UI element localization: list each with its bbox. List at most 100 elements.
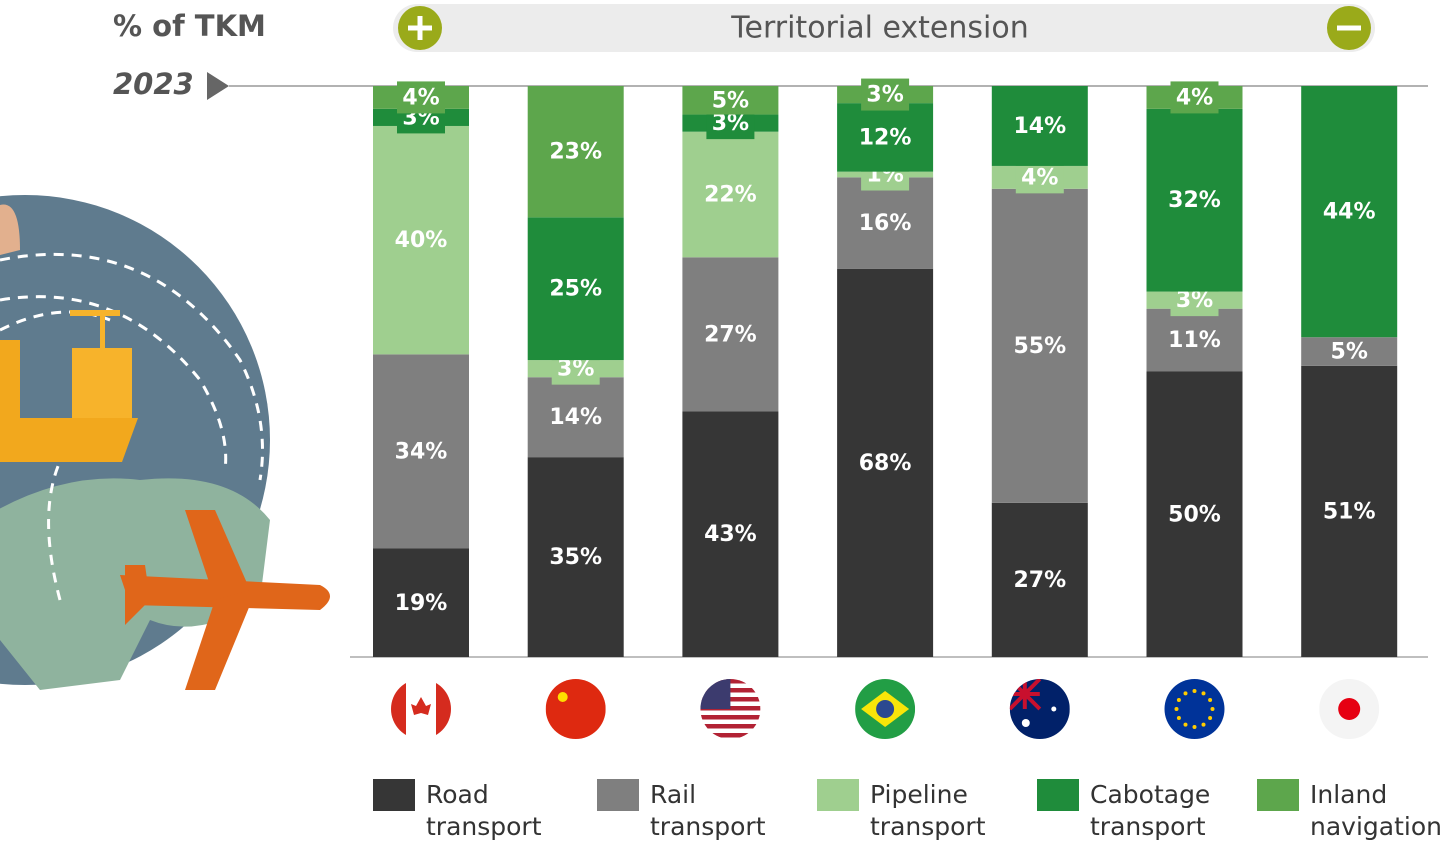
flag-part bbox=[1208, 698, 1213, 702]
value-label: 5% bbox=[712, 88, 749, 113]
bar-segment bbox=[991, 502, 1088, 657]
flag-part bbox=[700, 724, 761, 729]
country-flag bbox=[545, 679, 606, 739]
value-label: 3% bbox=[1176, 288, 1213, 313]
label-box bbox=[397, 81, 445, 114]
legend-label: Inland navigation bbox=[1310, 780, 1442, 841]
flag-part bbox=[1051, 706, 1057, 712]
flag-part bbox=[1192, 725, 1197, 729]
bar-segment bbox=[1301, 365, 1398, 657]
value-label: 25% bbox=[549, 277, 602, 302]
country-flag bbox=[391, 679, 451, 739]
value-label: 22% bbox=[704, 182, 757, 207]
flag-part bbox=[1208, 716, 1213, 720]
legend-label: Cabotage transport bbox=[1090, 780, 1211, 841]
bar-segment bbox=[837, 103, 934, 172]
value-label: 4% bbox=[1176, 85, 1213, 110]
flag-part bbox=[391, 679, 406, 739]
value-label: 14% bbox=[549, 405, 602, 430]
flag-part bbox=[1183, 722, 1188, 727]
bar-segment bbox=[1146, 308, 1243, 372]
bar-segment bbox=[837, 268, 934, 657]
bar-segment bbox=[1146, 371, 1243, 657]
flag-part bbox=[1201, 722, 1206, 727]
flag-part bbox=[1176, 716, 1181, 720]
country-flag bbox=[855, 679, 916, 739]
chart-title: % of TKM bbox=[113, 9, 266, 43]
flag-part bbox=[1192, 689, 1197, 693]
flag-part bbox=[545, 679, 606, 739]
flag-part bbox=[1174, 707, 1179, 711]
value-label: 55% bbox=[1013, 334, 1066, 359]
value-label: 4% bbox=[1021, 165, 1058, 190]
bar-segment bbox=[991, 188, 1088, 503]
value-label: 19% bbox=[395, 591, 448, 616]
flag-part bbox=[1176, 698, 1181, 702]
value-label: 40% bbox=[395, 228, 448, 253]
value-label: 23% bbox=[549, 140, 602, 165]
value-label: 11% bbox=[1168, 328, 1221, 353]
legend-swatch bbox=[1037, 779, 1079, 811]
value-label: 3% bbox=[712, 111, 749, 136]
value-label: 43% bbox=[704, 522, 757, 547]
legend-swatch bbox=[597, 779, 639, 811]
value-label: 32% bbox=[1168, 188, 1221, 213]
bar-segment bbox=[527, 86, 624, 218]
value-label: 34% bbox=[395, 439, 448, 464]
value-label: 16% bbox=[859, 211, 912, 236]
flag-part bbox=[700, 715, 761, 720]
value-label: 3% bbox=[866, 83, 903, 108]
bar-segment bbox=[527, 377, 624, 458]
flag-part bbox=[1009, 679, 1042, 711]
flag-part bbox=[1021, 719, 1030, 727]
bar-segment bbox=[1146, 108, 1243, 292]
flag-part bbox=[1210, 707, 1215, 711]
annotation: Territorial extension bbox=[730, 11, 1028, 46]
legend-swatch bbox=[1257, 779, 1299, 811]
value-label: 12% bbox=[859, 125, 912, 150]
label-box bbox=[1170, 81, 1219, 114]
value-label: 44% bbox=[1323, 200, 1376, 225]
flag-part bbox=[700, 733, 761, 738]
bar-segment bbox=[682, 86, 779, 115]
country-flag bbox=[1319, 679, 1380, 739]
bar-segment bbox=[373, 125, 469, 355]
flag-part bbox=[436, 679, 451, 739]
country-flag bbox=[700, 679, 761, 738]
legend-label: Pipeline transport bbox=[870, 780, 986, 841]
flag-part bbox=[557, 692, 568, 702]
flag-part bbox=[1338, 698, 1361, 720]
value-label: 68% bbox=[859, 451, 912, 476]
value-label: 14% bbox=[1013, 114, 1066, 139]
bar-segment bbox=[682, 411, 779, 657]
value-label: 27% bbox=[1013, 568, 1066, 593]
bar-segment bbox=[373, 548, 469, 657]
value-label: 50% bbox=[1168, 502, 1221, 527]
legend-swatch bbox=[817, 779, 859, 811]
country-flag bbox=[1009, 679, 1070, 739]
flag-part bbox=[1201, 691, 1206, 696]
legend-swatch bbox=[373, 779, 415, 811]
bar-segment bbox=[527, 217, 624, 361]
value-label: 51% bbox=[1323, 499, 1376, 524]
bar-segment bbox=[1301, 337, 1398, 366]
arrow bbox=[207, 72, 229, 100]
label-box bbox=[1015, 161, 1064, 194]
value-label: 4% bbox=[402, 85, 439, 110]
flag-part bbox=[700, 679, 731, 709]
flag-part bbox=[1183, 691, 1188, 696]
bar-segment bbox=[837, 177, 934, 269]
value-label: 3% bbox=[557, 357, 594, 382]
label-box bbox=[861, 78, 910, 111]
flag-part bbox=[876, 700, 895, 718]
flag-part bbox=[411, 697, 431, 715]
value-label: 5% bbox=[1331, 340, 1368, 365]
bar-segment bbox=[991, 86, 1088, 166]
bar-segment bbox=[682, 257, 779, 412]
globe-illustration bbox=[0, 195, 330, 690]
value-label: 27% bbox=[704, 322, 757, 347]
bar-segment bbox=[682, 131, 779, 258]
plus-sign bbox=[408, 16, 432, 40]
